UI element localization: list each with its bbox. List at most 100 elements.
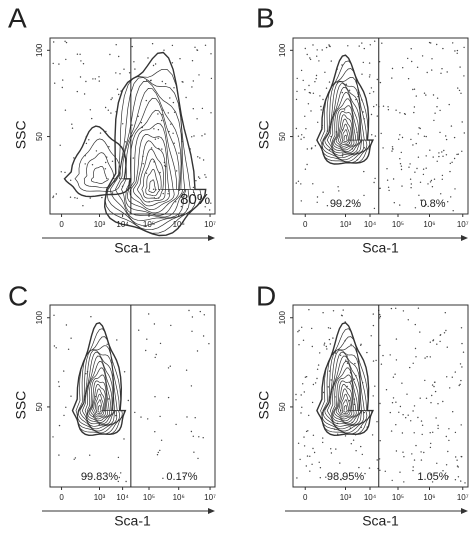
event-dot bbox=[454, 50, 456, 52]
event-dot bbox=[128, 72, 131, 74]
event-dot bbox=[65, 324, 68, 326]
event-dot bbox=[161, 148, 163, 150]
event-dot bbox=[463, 132, 465, 134]
event-dot bbox=[457, 153, 459, 155]
event-dot bbox=[173, 111, 176, 114]
event-dot bbox=[461, 150, 463, 152]
event-dot bbox=[295, 127, 298, 130]
event-dot bbox=[453, 136, 456, 139]
event-dot bbox=[461, 366, 463, 368]
event-dot bbox=[370, 335, 372, 337]
event-dot bbox=[439, 131, 441, 134]
event-dot bbox=[99, 132, 102, 134]
event-dot bbox=[354, 362, 356, 365]
event-dot bbox=[374, 177, 376, 180]
event-dot bbox=[296, 477, 298, 479]
event-dot bbox=[350, 443, 352, 445]
event-dot bbox=[372, 395, 374, 397]
event-dot bbox=[196, 49, 198, 51]
event-dot bbox=[393, 202, 395, 204]
event-dot bbox=[417, 156, 420, 158]
contour bbox=[320, 60, 374, 164]
y-tick-label: 50 bbox=[278, 402, 287, 411]
event-dot bbox=[451, 161, 453, 163]
event-dot bbox=[364, 472, 366, 475]
event-dot bbox=[374, 135, 377, 137]
event-dot bbox=[329, 45, 331, 48]
event-dot bbox=[358, 45, 360, 47]
event-dot bbox=[63, 414, 65, 417]
event-dot bbox=[363, 194, 365, 197]
event-dot bbox=[379, 440, 381, 442]
event-dot bbox=[418, 194, 420, 196]
event-dot bbox=[407, 78, 410, 80]
event-dot bbox=[82, 63, 85, 65]
event-dot bbox=[175, 423, 177, 426]
event-dot bbox=[456, 465, 459, 467]
event-dot bbox=[316, 368, 319, 370]
event-dot bbox=[459, 383, 461, 386]
event-dot bbox=[370, 87, 373, 89]
event-dot bbox=[332, 337, 334, 339]
contour bbox=[335, 383, 355, 420]
y-axis-label: SSC bbox=[256, 120, 272, 149]
event-dot bbox=[196, 350, 199, 352]
event-dot bbox=[169, 97, 171, 99]
event-dot bbox=[151, 43, 154, 45]
event-dot bbox=[447, 476, 449, 478]
event-dot bbox=[154, 356, 156, 359]
event-dot bbox=[300, 69, 303, 72]
event-dot bbox=[429, 181, 432, 183]
contour bbox=[322, 81, 368, 161]
panel-letter: D bbox=[256, 280, 276, 311]
event-dot bbox=[456, 459, 458, 461]
event-dot bbox=[111, 160, 114, 162]
event-dot bbox=[306, 163, 308, 166]
event-dot bbox=[323, 391, 325, 394]
event-dot bbox=[415, 95, 417, 97]
x-tick-label: 10⁴ bbox=[116, 493, 129, 502]
panel-letter: B bbox=[256, 2, 275, 33]
contour bbox=[332, 105, 359, 152]
event-dot bbox=[210, 53, 212, 55]
contour bbox=[329, 361, 363, 425]
x-tick-label: 0 bbox=[59, 493, 64, 502]
event-dot bbox=[369, 44, 371, 46]
event-dot bbox=[375, 359, 377, 362]
event-dot bbox=[104, 168, 107, 170]
event-dot bbox=[339, 462, 341, 464]
event-dot bbox=[208, 343, 210, 345]
event-dot bbox=[65, 58, 67, 61]
event-dot bbox=[79, 76, 82, 78]
event-dot bbox=[399, 112, 401, 114]
event-dot bbox=[134, 68, 136, 70]
event-dot bbox=[427, 183, 429, 185]
contour bbox=[84, 361, 116, 425]
event-dot bbox=[332, 310, 335, 312]
event-dot bbox=[376, 115, 378, 117]
event-dot bbox=[341, 315, 343, 317]
event-dot bbox=[169, 365, 171, 367]
event-dot bbox=[437, 403, 439, 405]
event-dot bbox=[338, 190, 340, 192]
event-dot bbox=[440, 193, 442, 195]
contour bbox=[87, 374, 113, 423]
event-dot bbox=[361, 42, 363, 44]
event-dot bbox=[429, 432, 431, 434]
x-tick-label: 10⁶ bbox=[173, 493, 185, 502]
event-dot bbox=[374, 385, 376, 387]
arrow-head bbox=[461, 235, 468, 241]
event-dot bbox=[387, 186, 390, 188]
event-dot bbox=[70, 337, 72, 339]
event-dot bbox=[379, 469, 381, 471]
contour bbox=[316, 54, 374, 165]
event-dot bbox=[295, 399, 297, 401]
event-dot bbox=[109, 53, 111, 56]
event-dot bbox=[134, 411, 136, 414]
event-dot bbox=[409, 366, 411, 369]
event-dot bbox=[140, 122, 143, 124]
event-dot bbox=[385, 389, 388, 391]
event-dot bbox=[436, 106, 438, 108]
x-tick-label: 10⁴ bbox=[364, 493, 377, 502]
event-dot bbox=[387, 106, 389, 108]
